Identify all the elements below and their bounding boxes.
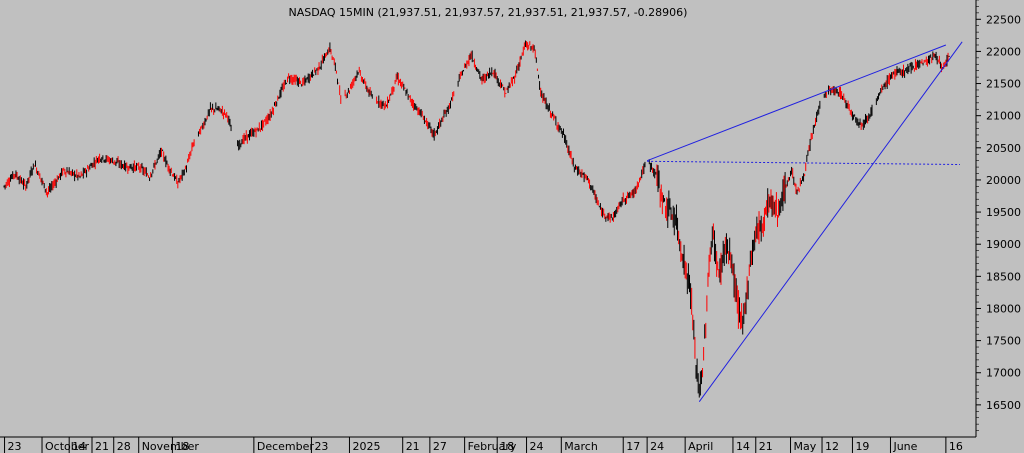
x-tick-label: 21 — [406, 440, 420, 453]
y-tick-label: 20000 — [986, 174, 1021, 187]
y-tick-label: 20500 — [986, 142, 1021, 155]
x-tick-label: 18 — [500, 440, 514, 453]
y-tick-label: 16500 — [986, 399, 1021, 412]
x-tick-label: 27 — [433, 440, 447, 453]
x-tick-label: 24 — [650, 440, 664, 453]
y-tick-label: 18000 — [986, 302, 1021, 315]
y-tick-label: 19500 — [986, 206, 1021, 219]
x-tick-label: 24 — [530, 440, 544, 453]
y-tick-label: 21500 — [986, 78, 1021, 91]
x-tick-label: 21 — [759, 440, 773, 453]
x-tick-label: December — [257, 440, 315, 453]
y-tick-label: 18500 — [986, 270, 1021, 283]
y-tick-label: 17000 — [986, 367, 1021, 380]
x-tick-label: 23 — [8, 440, 22, 453]
trendline[interactable] — [646, 44, 947, 162]
x-tick-label: 14 — [736, 440, 750, 453]
y-tick-label: 22000 — [986, 45, 1021, 58]
x-tick-label: 18 — [175, 440, 189, 453]
x-tick-label: 14 — [72, 440, 86, 453]
y-tick-label: 21000 — [986, 110, 1021, 123]
y-tick-label: 19000 — [986, 238, 1021, 251]
x-tick-label: 19 — [855, 440, 869, 453]
x-tick-label: March — [564, 440, 598, 453]
x-tick-label: February — [468, 440, 517, 453]
x-tick-label: May — [794, 440, 817, 453]
x-tick-label: 16 — [949, 440, 963, 453]
x-tick-label: November — [142, 440, 200, 453]
x-tick-label: 23 — [314, 440, 328, 453]
x-tick-label: 17 — [626, 440, 640, 453]
y-tick-label: 22500 — [986, 13, 1021, 26]
trendline[interactable] — [698, 41, 963, 402]
y-tick-label: 17500 — [986, 335, 1021, 348]
x-tick-label: October — [45, 440, 89, 453]
x-tick-label: 2025 — [352, 440, 380, 453]
x-tick-label: April — [688, 440, 713, 453]
chart-title: NASDAQ 15MIN (21,937.51, 21,937.57, 21,9… — [289, 6, 688, 19]
trendline[interactable] — [647, 160, 961, 166]
x-tick-label: June — [892, 440, 917, 453]
x-tick-label: 28 — [117, 440, 131, 453]
x-tick-label: 21 — [95, 440, 109, 453]
x-tick-label: 12 — [825, 440, 839, 453]
